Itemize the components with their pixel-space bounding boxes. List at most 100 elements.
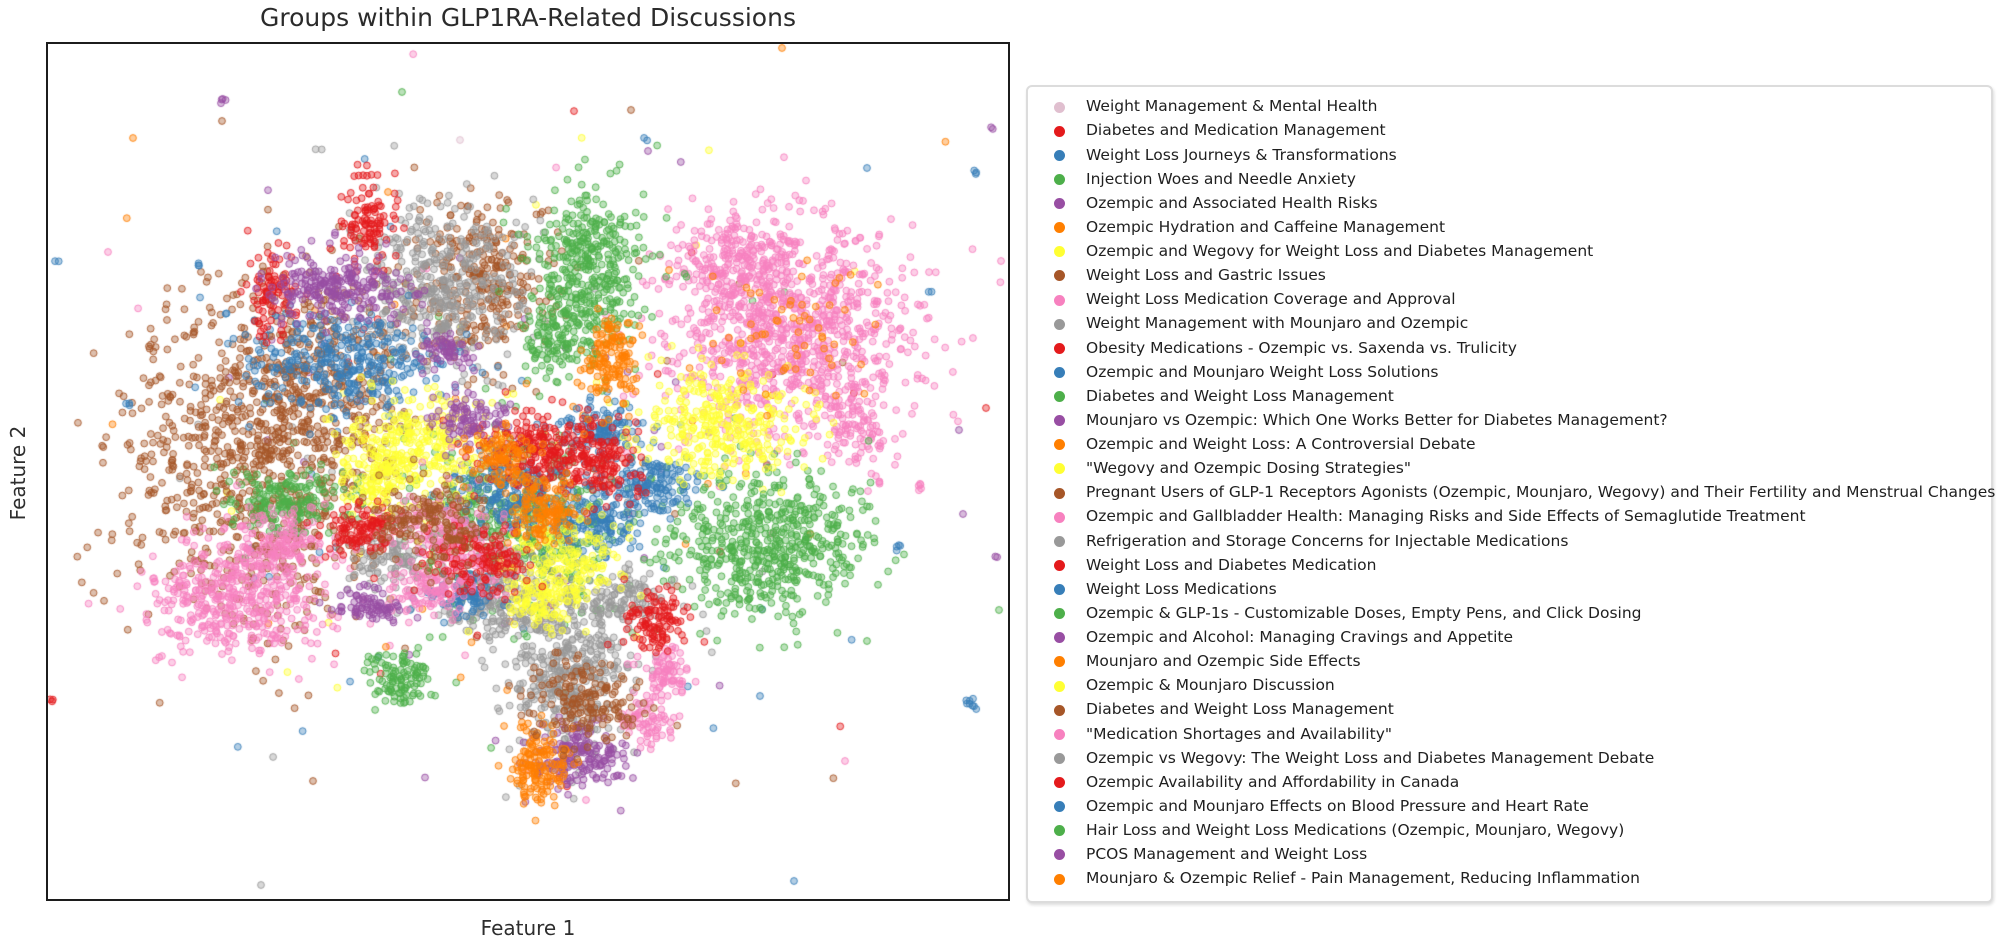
legend-item-label: Ozempic and Associated Health Risks — [1086, 193, 1378, 212]
legend-item: Ozempic & GLP-1s - Customizable Doses, E… — [1028, 602, 1991, 626]
y-axis-label: Feature 2 — [6, 425, 30, 521]
legend-item-label: Diabetes and Medication Management — [1086, 121, 1386, 140]
legend-item-label: Diabetes and Weight Loss Management — [1086, 386, 1394, 405]
legend-item-label: Weight Management & Mental Health — [1086, 97, 1378, 116]
legend-item: Weight Management with Mounjaro and Ozem… — [1028, 312, 1991, 336]
legend-item-label: Mounjaro & Ozempic Relief - Pain Managem… — [1086, 869, 1640, 888]
legend-color-dot — [1054, 728, 1065, 740]
legend-item: Mounjaro and Ozempic Side Effects — [1028, 650, 1991, 674]
legend-color-dot — [1054, 198, 1065, 210]
legend-color-dot — [1054, 366, 1065, 378]
legend-item-label: Weight Loss and Diabetes Medication — [1086, 555, 1377, 574]
legend-color-dot — [1054, 391, 1065, 403]
legend-item-label: Mounjaro and Ozempic Side Effects — [1086, 652, 1361, 671]
legend-item-label: Ozempic & GLP-1s - Customizable Doses, E… — [1086, 603, 1642, 622]
legend-item: Weight Loss Medications — [1028, 578, 1991, 602]
legend-color-dot — [1054, 149, 1065, 161]
legend-color-dot — [1054, 173, 1065, 185]
scatter-plot-area — [46, 42, 1010, 901]
legend-item-label: PCOS Management and Weight Loss — [1086, 845, 1368, 864]
legend-color-dot — [1054, 559, 1065, 571]
legend-item: Ozempic Hydration and Caffeine Managemen… — [1028, 216, 1991, 240]
legend-item: Ozempic Availability and Affordability i… — [1028, 771, 1991, 795]
legend-color-dot — [1054, 318, 1065, 330]
legend-item: PCOS Management and Weight Loss — [1028, 843, 1991, 867]
legend-item-label: Diabetes and Weight Loss Management — [1086, 700, 1394, 719]
legend-item-label: Ozempic and Gallbladder Health: Managing… — [1086, 507, 1806, 526]
legend-color-dot — [1054, 246, 1065, 258]
chart-title: Groups within GLP1RA-Related Discussions — [260, 3, 796, 32]
legend-color-dot — [1054, 294, 1065, 306]
legend-item: Weight Management & Mental Health — [1028, 95, 1991, 119]
legend-color-dot — [1054, 222, 1065, 234]
legend-item: Pregnant Users of GLP-1 Receptors Agonis… — [1028, 481, 1995, 505]
legend-item-label: Pregnant Users of GLP-1 Receptors Agonis… — [1086, 483, 1996, 502]
legend-item: Mounjaro & Ozempic Relief - Pain Managem… — [1028, 867, 1991, 891]
legend-color-dot — [1054, 873, 1065, 885]
legend-item: Weight Loss and Diabetes Medication — [1028, 553, 1991, 577]
legend-item: Ozempic & Mounjaro Discussion — [1028, 674, 1991, 698]
legend-color-dot — [1054, 777, 1065, 789]
legend-color-dot — [1054, 656, 1065, 668]
legend-item: Diabetes and Weight Loss Management — [1028, 698, 1991, 722]
legend-item-label: "Wegovy and Ozempic Dosing Strategies" — [1086, 459, 1412, 478]
legend-item: Mounjaro vs Ozempic: Which One Works Bet… — [1028, 409, 1991, 433]
legend-color-dot — [1054, 342, 1065, 354]
legend-item: Ozempic and Gallbladder Health: Managing… — [1028, 505, 1991, 529]
legend-item: Ozempic and Mounjaro Weight Loss Solutio… — [1028, 360, 1991, 384]
legend-item: Ozempic and Mounjaro Effects on Blood Pr… — [1028, 795, 1991, 819]
legend-item-label: Injection Woes and Needle Anxiety — [1086, 169, 1356, 188]
legend-color-dot — [1054, 101, 1065, 113]
legend-item: Weight Loss Medication Coverage and Appr… — [1028, 288, 1991, 312]
legend-item-label: Ozempic and Mounjaro Weight Loss Solutio… — [1086, 362, 1439, 381]
scatter-points-canvas — [48, 44, 1008, 899]
legend-item-label: Ozempic vs Wegovy: The Weight Loss and D… — [1086, 748, 1655, 767]
legend-color-dot — [1054, 270, 1065, 282]
legend-item-label: Ozempic and Alcohol: Managing Cravings a… — [1086, 628, 1513, 647]
legend-item: Ozempic vs Wegovy: The Weight Loss and D… — [1028, 746, 1991, 770]
legend-color-dot — [1054, 608, 1065, 620]
legend-item: Weight Loss and Gastric Issues — [1028, 264, 1991, 288]
legend-color-dot — [1054, 487, 1065, 499]
legend-item-label: Weight Loss Medications — [1086, 579, 1277, 598]
legend-color-dot — [1054, 825, 1065, 837]
legend-item-label: Weight Management with Mounjaro and Ozem… — [1086, 314, 1469, 333]
legend-item: Refrigeration and Storage Concerns for I… — [1028, 529, 1991, 553]
legend-item: Obesity Medications - Ozempic vs. Saxend… — [1028, 336, 1991, 360]
legend-color-dot — [1054, 801, 1065, 813]
legend-color-dot — [1054, 632, 1065, 644]
legend-item-label: Ozempic Availability and Affordability i… — [1086, 772, 1460, 791]
legend-item-label: Mounjaro vs Ozempic: Which One Works Bet… — [1086, 410, 1668, 429]
legend-item-label: "Medication Shortages and Availability" — [1086, 724, 1392, 743]
legend-item: Injection Woes and Needle Anxiety — [1028, 167, 1991, 191]
legend-color-dot — [1054, 535, 1065, 547]
legend-color-dot — [1054, 125, 1065, 137]
legend-item-label: Weight Loss Medication Coverage and Appr… — [1086, 290, 1456, 309]
legend-item: "Wegovy and Ozempic Dosing Strategies" — [1028, 457, 1991, 481]
legend-color-dot — [1054, 463, 1065, 475]
legend-color-dot — [1054, 511, 1065, 523]
legend-item-label: Hair Loss and Weight Loss Medications (O… — [1086, 821, 1625, 840]
legend-item-label: Weight Loss and Gastric Issues — [1086, 266, 1326, 285]
legend-color-dot — [1054, 680, 1065, 692]
legend-item-label: Obesity Medications - Ozempic vs. Saxend… — [1086, 338, 1517, 357]
legend-item: Ozempic and Associated Health Risks — [1028, 192, 1991, 216]
legend-color-dot — [1054, 415, 1065, 427]
legend-item: Ozempic and Wegovy for Weight Loss and D… — [1028, 240, 1991, 264]
legend-item: Ozempic and Weight Loss: A Controversial… — [1028, 433, 1991, 457]
legend-item-label: Ozempic and Wegovy for Weight Loss and D… — [1086, 242, 1594, 261]
legend-item: Weight Loss Journeys & Transformations — [1028, 143, 1991, 167]
legend-item: Diabetes and Weight Loss Management — [1028, 385, 1991, 409]
legend-box: Weight Management & Mental Health Diabet… — [1026, 85, 1995, 903]
legend-item-label: Ozempic & Mounjaro Discussion — [1086, 676, 1335, 695]
legend-item-label: Ozempic and Mounjaro Effects on Blood Pr… — [1086, 796, 1589, 815]
legend-color-dot — [1054, 704, 1065, 716]
legend-color-dot — [1054, 584, 1065, 596]
legend-item-label: Weight Loss Journeys & Transformations — [1086, 145, 1397, 164]
legend-color-dot — [1054, 752, 1065, 764]
legend-item: Diabetes and Medication Management — [1028, 119, 1991, 143]
x-axis-label: Feature 1 — [480, 916, 576, 940]
legend-item-label: Ozempic Hydration and Caffeine Managemen… — [1086, 217, 1446, 236]
legend-item-label: Refrigeration and Storage Concerns for I… — [1086, 531, 1569, 550]
